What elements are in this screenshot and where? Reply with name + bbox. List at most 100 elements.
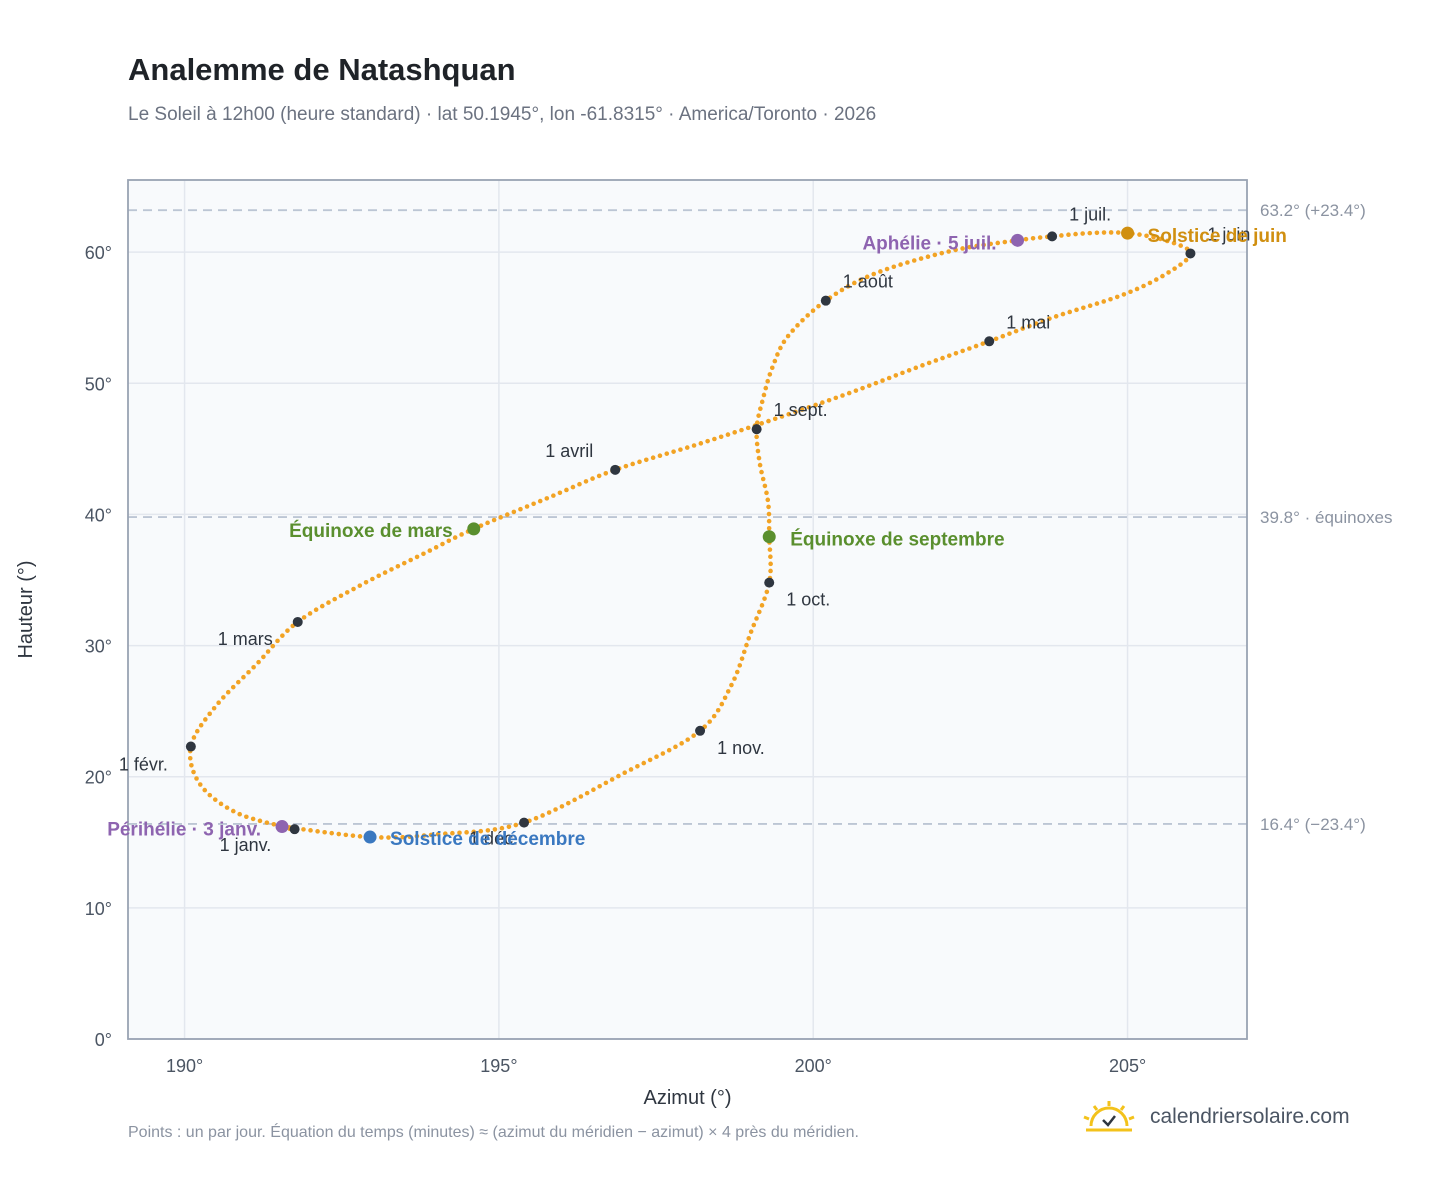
daily-point	[1087, 230, 1093, 236]
daily-point	[498, 515, 503, 520]
daily-point	[1158, 236, 1163, 242]
month-marker-label: 1 juil.	[1069, 204, 1111, 224]
month-marker	[984, 336, 995, 347]
reference-line-label: 39.8° · équinoxes	[1260, 508, 1393, 527]
daily-point	[1101, 230, 1107, 235]
daily-point	[257, 818, 263, 824]
daily-point	[265, 649, 271, 654]
daily-point	[880, 378, 885, 383]
y-tick-label: 60°	[85, 243, 112, 263]
month-marker-label: 1 mars	[218, 629, 273, 649]
daily-point	[207, 792, 213, 798]
daily-point	[755, 448, 761, 454]
daily-point	[506, 824, 512, 830]
daily-point	[839, 287, 845, 293]
daily-point	[793, 409, 798, 415]
daily-point	[673, 744, 678, 750]
daily-point	[203, 717, 208, 722]
daily-point	[1151, 234, 1156, 240]
daily-point	[711, 713, 717, 719]
daily-point	[767, 372, 773, 377]
daily-point	[772, 358, 778, 364]
daily-point	[891, 264, 897, 270]
daily-point	[559, 804, 565, 809]
daily-point	[225, 689, 231, 695]
month-marker	[292, 616, 303, 627]
event-label: Solstice de décembre	[390, 829, 585, 850]
daily-point	[301, 615, 307, 620]
daily-point	[691, 443, 697, 448]
daily-point	[905, 260, 910, 265]
daily-point	[666, 747, 672, 753]
daily-point	[846, 390, 852, 396]
daily-point	[719, 701, 725, 707]
brand[interactable]: calendriersolaire.com	[1082, 1100, 1350, 1134]
daily-point	[754, 434, 759, 440]
daily-point	[790, 328, 795, 333]
daily-point	[395, 563, 401, 569]
daily-point	[492, 827, 498, 832]
daily-point	[577, 481, 582, 487]
daily-point	[591, 787, 596, 793]
daily-point	[1002, 239, 1008, 245]
daily-point	[718, 434, 724, 440]
daily-point	[759, 603, 765, 608]
daily-point	[211, 705, 217, 711]
daily-point	[442, 831, 448, 836]
daily-point	[763, 385, 769, 391]
daily-point	[446, 538, 452, 544]
daily-point	[852, 280, 857, 286]
daily-point	[766, 525, 772, 531]
daily-point	[511, 509, 517, 515]
daily-point	[833, 395, 839, 401]
daily-point	[1053, 314, 1059, 319]
daily-point	[1094, 230, 1100, 236]
daily-point	[725, 432, 731, 437]
daily-point	[778, 345, 783, 351]
daily-point	[759, 399, 765, 405]
y-axis-label: Hauteur (°)	[15, 560, 37, 658]
daily-point	[762, 483, 768, 489]
daily-point	[756, 413, 761, 418]
daily-point	[218, 801, 224, 807]
daily-point	[911, 258, 917, 263]
daily-point	[884, 266, 890, 272]
daily-point	[741, 649, 747, 655]
daily-point	[878, 269, 883, 274]
daily-point	[1166, 270, 1171, 275]
daily-point	[813, 402, 818, 408]
daily-point	[194, 728, 200, 734]
daily-point	[635, 763, 640, 769]
daily-point	[401, 560, 407, 566]
daily-point	[671, 449, 676, 454]
daily-point	[748, 629, 754, 634]
daily-point	[1013, 328, 1019, 334]
daily-point	[960, 348, 965, 354]
daily-point	[421, 551, 426, 557]
daily-point	[570, 484, 576, 490]
daily-point	[759, 469, 764, 475]
daily-point	[932, 252, 938, 258]
daily-point	[1178, 243, 1184, 248]
daily-point	[637, 459, 642, 465]
daily-point	[319, 603, 325, 609]
daily-point	[350, 833, 356, 838]
daily-point	[705, 438, 710, 444]
daily-point	[313, 607, 319, 612]
daily-point	[764, 589, 770, 595]
daily-point	[351, 586, 356, 592]
daily-point	[553, 807, 558, 812]
daily-point	[756, 455, 762, 461]
y-tick-label: 20°	[85, 768, 112, 788]
daily-point	[241, 674, 246, 680]
y-tick-label: 40°	[85, 505, 112, 525]
daily-point	[584, 790, 590, 796]
footnote: Points : un par jour. Équation du temps …	[128, 1124, 859, 1141]
daily-point	[343, 832, 349, 838]
daily-point	[772, 416, 778, 422]
plot-area	[128, 180, 1247, 1039]
month-marker-label: 1 févr.	[119, 755, 168, 775]
y-tick-label: 10°	[85, 899, 112, 919]
daily-point	[491, 517, 497, 523]
daily-point	[746, 636, 752, 641]
